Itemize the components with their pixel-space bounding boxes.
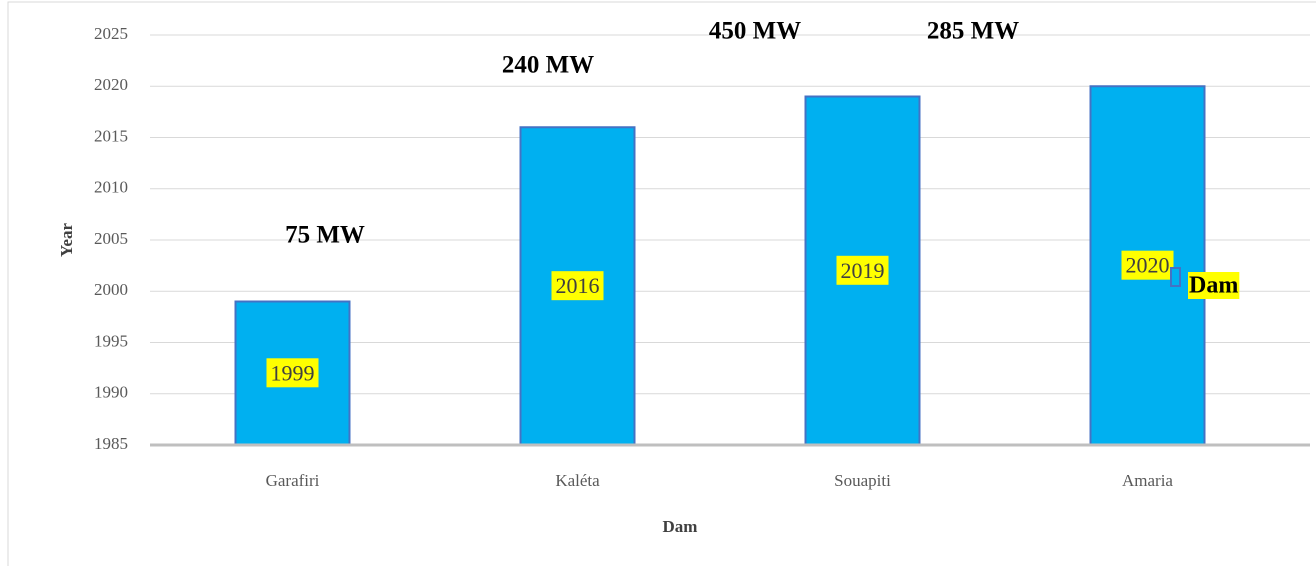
x-tick-label: Amaria bbox=[1122, 471, 1173, 490]
chart-border bbox=[7, 1, 1316, 566]
y-tick-label: 2015 bbox=[94, 126, 128, 145]
label-background bbox=[551, 271, 604, 301]
annotation: 240 MW bbox=[502, 52, 594, 79]
data-label: 2016 bbox=[556, 273, 600, 298]
x-tick-label: Kaléta bbox=[555, 471, 600, 490]
y-tick-label: 1985 bbox=[94, 434, 128, 453]
label-background bbox=[1188, 272, 1240, 300]
label-background bbox=[266, 358, 319, 388]
annotation: 450 MW bbox=[709, 18, 801, 45]
y-axis-label: Year bbox=[57, 223, 76, 257]
legend-swatch bbox=[1170, 267, 1181, 287]
x-tick-label: Garafiri bbox=[266, 471, 320, 490]
x-tick-label: Souapiti bbox=[834, 471, 891, 490]
annotation: 75 MW bbox=[285, 222, 365, 249]
annotation: 285 MW bbox=[927, 18, 1019, 45]
data-label: 2020 bbox=[1126, 253, 1170, 278]
y-tick-label: 2000 bbox=[94, 280, 128, 299]
x-axis-label: Dam bbox=[663, 517, 698, 536]
y-tick-label: 2025 bbox=[94, 24, 128, 43]
y-tick-label: 2010 bbox=[94, 178, 128, 197]
legend-label: Dam bbox=[1189, 273, 1238, 299]
y-tick-label: 2020 bbox=[94, 75, 128, 94]
label-background bbox=[836, 255, 889, 285]
y-tick-label: 1995 bbox=[94, 331, 128, 350]
y-tick-label: 2005 bbox=[94, 229, 128, 248]
label-background bbox=[1121, 250, 1174, 280]
y-tick-label: 1990 bbox=[94, 383, 128, 402]
data-label: 1999 bbox=[271, 360, 315, 385]
data-label: 2019 bbox=[841, 258, 885, 283]
